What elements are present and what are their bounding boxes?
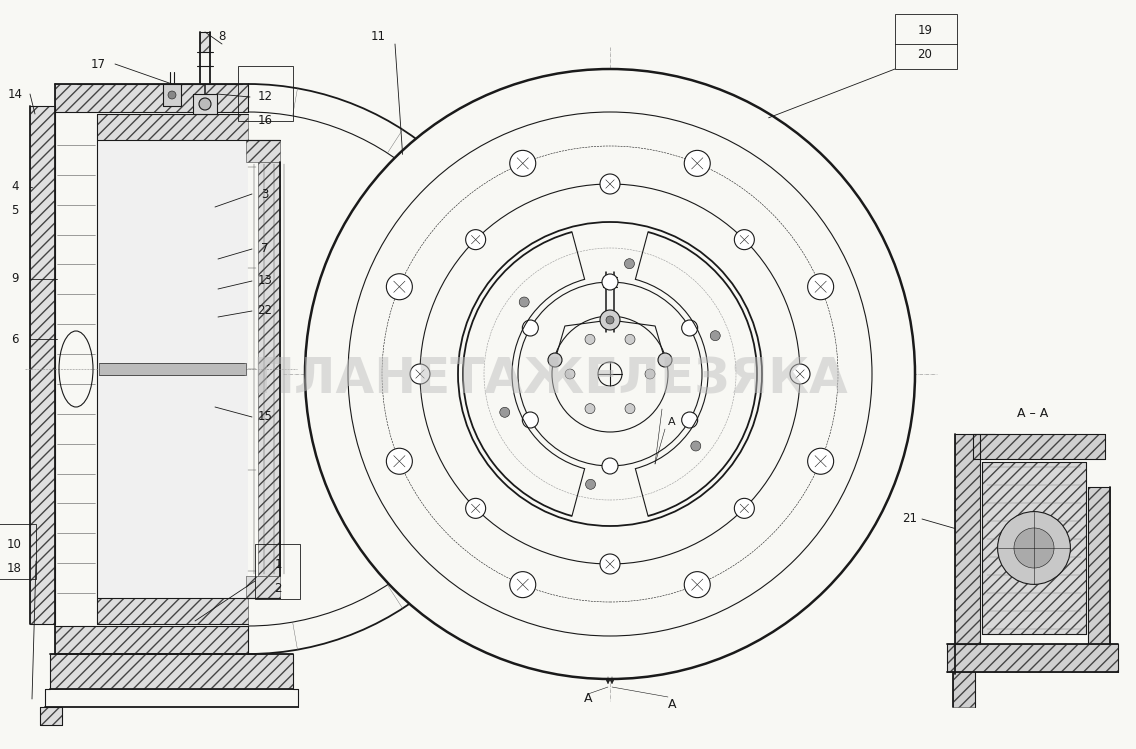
Text: 15: 15 [258,410,273,423]
Circle shape [997,512,1070,584]
Circle shape [808,448,834,474]
Text: ПЛАНЕТАЖЕЛЕЗЯКА: ПЛАНЕТАЖЕЛЕЗЯКА [252,355,847,403]
Circle shape [523,412,538,428]
Text: 11: 11 [370,31,385,43]
Circle shape [565,369,575,379]
Bar [162,84,181,106]
Bar [254,544,300,599]
Circle shape [625,258,634,269]
Text: 12: 12 [258,91,273,103]
Text: A: A [584,693,592,706]
Circle shape [682,412,698,428]
Text: A: A [668,417,676,427]
Text: 18: 18 [7,562,22,575]
Bar [955,434,980,644]
Text: 6: 6 [11,333,19,345]
Circle shape [684,571,710,598]
Circle shape [734,498,754,518]
Circle shape [790,364,810,384]
Circle shape [625,404,635,413]
Bar [239,66,293,121]
Text: 2: 2 [274,583,282,595]
Circle shape [710,331,720,341]
Text: 19: 19 [918,25,933,37]
Text: 16: 16 [258,115,273,127]
Circle shape [598,362,623,386]
Bar [947,644,1118,672]
Circle shape [684,151,710,176]
Text: 14: 14 [8,88,23,100]
Circle shape [510,571,536,598]
Bar [200,32,210,52]
Text: 8: 8 [218,31,226,43]
Circle shape [519,297,529,307]
Text: 5: 5 [11,204,18,217]
Circle shape [808,273,834,300]
Bar [258,162,279,576]
Bar [50,654,293,689]
Bar [97,114,248,140]
Circle shape [682,320,698,336]
Circle shape [510,151,536,176]
Bar [97,140,248,598]
Text: 9: 9 [11,273,19,285]
Bar [1088,487,1110,644]
Bar [55,84,248,112]
Circle shape [585,404,595,413]
Text: 20: 20 [918,47,933,61]
Bar [97,598,248,624]
Circle shape [734,230,754,249]
Bar [193,94,217,114]
Circle shape [691,441,701,451]
Bar [40,707,62,725]
Circle shape [600,174,620,194]
Circle shape [199,98,211,110]
Circle shape [386,273,412,300]
Circle shape [625,334,635,345]
Bar [55,626,248,654]
Bar [30,106,55,624]
Bar [247,576,279,598]
Circle shape [600,310,620,330]
Circle shape [585,334,595,345]
Circle shape [600,554,620,574]
Text: 10: 10 [7,538,22,551]
Bar [162,84,181,106]
Text: 21: 21 [902,512,918,526]
Circle shape [585,479,595,489]
Circle shape [605,316,613,324]
Bar [974,434,1105,459]
Circle shape [386,448,412,474]
Circle shape [602,274,618,290]
Bar [247,140,279,162]
Circle shape [602,458,618,474]
Text: 4: 4 [11,181,19,193]
Circle shape [548,353,562,367]
Bar [982,462,1086,634]
Circle shape [168,91,176,99]
Circle shape [466,498,486,518]
Text: 17: 17 [91,58,106,70]
Bar [99,363,247,375]
Circle shape [523,320,538,336]
Text: А – А: А – А [1017,407,1049,420]
Circle shape [500,407,510,417]
Circle shape [645,369,655,379]
Bar [0,524,36,579]
Circle shape [658,353,673,367]
Circle shape [304,69,914,679]
Bar [953,672,975,707]
Text: 1: 1 [274,557,282,571]
Text: 22: 22 [258,305,273,318]
Circle shape [410,364,431,384]
Text: A: A [668,699,676,712]
Bar [895,14,957,69]
Text: 3: 3 [261,187,269,201]
Text: 13: 13 [258,274,273,288]
Bar [193,94,217,114]
Circle shape [1014,528,1054,568]
Circle shape [466,230,486,249]
Text: 7: 7 [261,243,269,255]
